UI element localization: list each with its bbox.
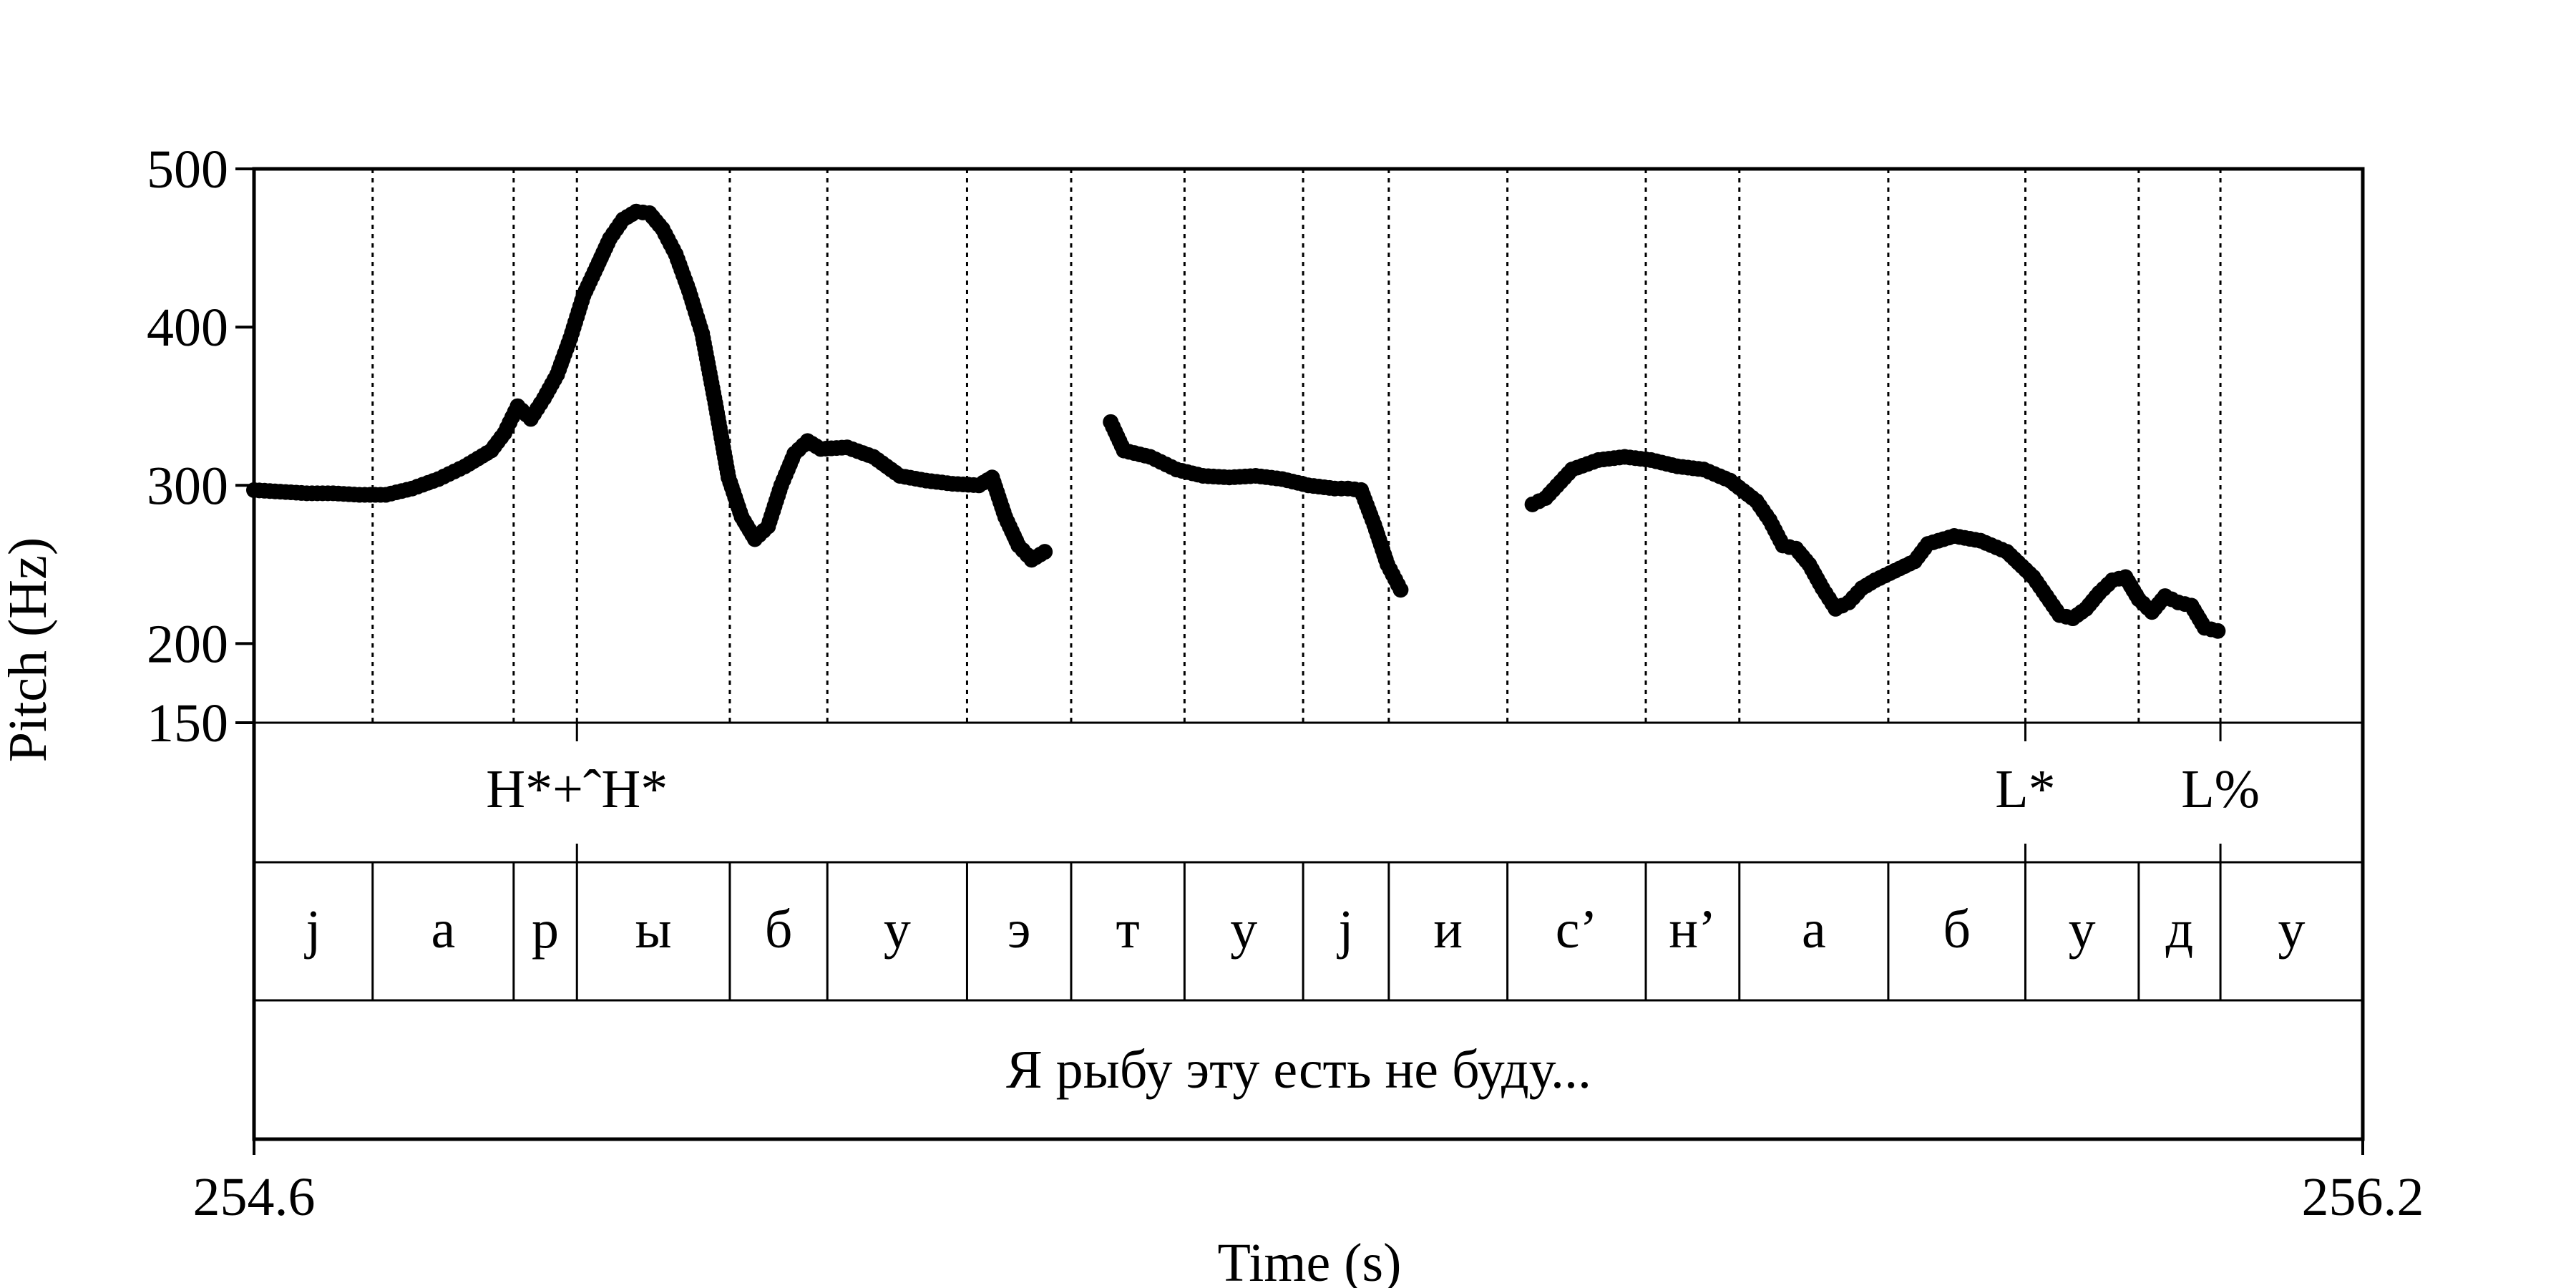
x-tick-label: 254.6 bbox=[193, 1167, 316, 1227]
sentence-text: Я рыбу эту есть не буду... bbox=[1006, 1040, 1591, 1100]
segment-label: у bbox=[2069, 899, 2096, 960]
segment-gridlines bbox=[371, 169, 2222, 723]
segment-label: а bbox=[431, 899, 455, 960]
x-axis: 254.6 256.2 bbox=[193, 1139, 2424, 1227]
x-axis-label: Time (s) bbox=[1218, 1233, 1402, 1288]
segment-label: б bbox=[1943, 899, 1971, 960]
segment-label: ы bbox=[635, 899, 672, 960]
y-axis: 150 200 300 400 500 bbox=[147, 140, 254, 753]
segment-label: а bbox=[1802, 899, 1826, 960]
x-tick-label: 256.2 bbox=[2302, 1167, 2424, 1227]
segment-label: у bbox=[1230, 899, 1257, 960]
tone-label: L* bbox=[1995, 759, 2055, 819]
tone-label: L% bbox=[2181, 759, 2260, 819]
y-tick-label: 400 bbox=[147, 298, 228, 358]
segment-label: с’ bbox=[1556, 899, 1598, 960]
segment-label: у bbox=[2278, 899, 2306, 960]
segment-label: н’ bbox=[1669, 899, 1716, 960]
chart-frame bbox=[252, 167, 2365, 1141]
y-tick-label: 150 bbox=[147, 693, 228, 753]
segment-label: и bbox=[1433, 899, 1463, 960]
pitch-points bbox=[246, 203, 2226, 639]
pitch-point bbox=[1392, 582, 1409, 598]
segment-label: у bbox=[884, 899, 911, 960]
segment-label: т bbox=[1116, 899, 1140, 960]
annotation-tiers: H*+ˆH* L* L% j а р ы б у э т у j и с’ н’ а б у д у bbox=[303, 723, 2306, 1000]
frame-border bbox=[252, 167, 2365, 1141]
y-axis-label: Pitch (Hz) bbox=[0, 537, 58, 762]
tone-label: H*+ˆH* bbox=[486, 759, 668, 819]
pitch-point bbox=[1037, 544, 1053, 560]
y-tick-label: 300 bbox=[147, 456, 228, 516]
segment-label: j bbox=[1336, 899, 1353, 960]
segment-label: б bbox=[765, 899, 793, 960]
y-tick-label: 200 bbox=[147, 614, 228, 674]
segment-label: р bbox=[532, 899, 559, 960]
segment-label: э bbox=[1008, 899, 1031, 960]
segment-label: j bbox=[303, 899, 321, 960]
y-tick-label: 500 bbox=[147, 140, 228, 200]
segment-label: д bbox=[2166, 899, 2194, 960]
pitch-point bbox=[2210, 623, 2226, 639]
